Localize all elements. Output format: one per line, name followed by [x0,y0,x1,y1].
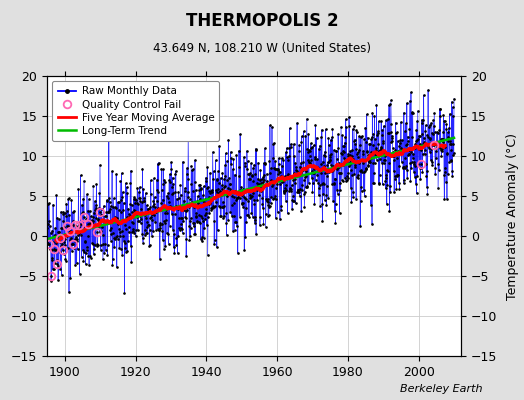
Text: 43.649 N, 108.210 W (United States): 43.649 N, 108.210 W (United States) [153,42,371,55]
Text: Berkeley Earth: Berkeley Earth [400,384,482,394]
Text: THERMOPOLIS 2: THERMOPOLIS 2 [185,12,339,30]
Legend: Raw Monthly Data, Quality Control Fail, Five Year Moving Average, Long-Term Tren: Raw Monthly Data, Quality Control Fail, … [52,81,220,141]
Y-axis label: Temperature Anomaly (°C): Temperature Anomaly (°C) [506,132,519,300]
